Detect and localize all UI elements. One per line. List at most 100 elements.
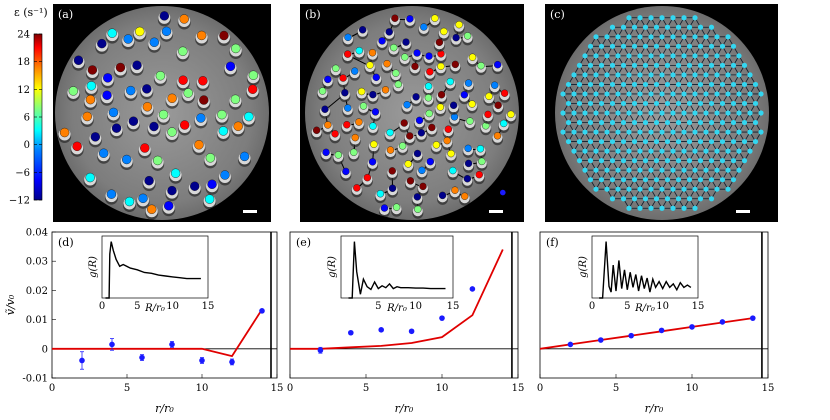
lattice-particle — [708, 100, 715, 107]
x-tick-label: 10 — [436, 383, 449, 394]
particle — [446, 77, 454, 86]
particle — [170, 168, 181, 178]
lattice-particle — [692, 110, 698, 116]
lattice-particle — [653, 100, 660, 107]
particle — [468, 100, 476, 108]
lattice-particle — [747, 129, 753, 135]
lattice-particle — [620, 100, 627, 107]
lattice-particle — [571, 91, 577, 97]
inset-x-label: R/r₀ — [634, 303, 655, 314]
lattice-particle — [587, 81, 594, 88]
particle — [86, 81, 97, 91]
data-point — [598, 337, 604, 343]
data-point — [658, 327, 665, 334]
lattice-particle — [593, 110, 599, 116]
particle — [194, 140, 204, 150]
particle — [464, 144, 472, 153]
lattice-particle — [714, 72, 720, 78]
particle — [355, 118, 363, 126]
inset-x-tick-label: 15 — [692, 301, 705, 312]
particle — [449, 101, 458, 110]
data-point — [719, 319, 726, 325]
lattice-particle — [703, 129, 709, 135]
inset-x-tick-label: 15 — [202, 301, 215, 312]
particle — [369, 122, 377, 130]
lattice-particle — [758, 91, 764, 97]
lattice-particle — [714, 110, 720, 116]
data-point — [750, 315, 756, 321]
lattice-particle — [648, 110, 654, 116]
lattice-particle — [681, 91, 687, 97]
particle — [72, 141, 82, 152]
lattice-particle — [560, 91, 566, 97]
lattice-particle — [741, 138, 748, 145]
particle — [142, 102, 153, 112]
lattice-particle — [648, 72, 654, 78]
data-point — [567, 341, 574, 348]
lattice-particle — [692, 205, 698, 211]
particle — [167, 93, 177, 104]
lattice-particle — [686, 138, 693, 145]
lattice-particle — [703, 72, 709, 78]
lattice-particle — [681, 34, 687, 40]
particle — [500, 119, 508, 128]
lattice-particle — [670, 129, 676, 135]
lattice-particle — [747, 72, 753, 78]
data-point — [317, 347, 324, 354]
lattice-particle — [631, 100, 638, 107]
particle — [339, 74, 347, 82]
lattice-particle — [708, 43, 715, 49]
lattice-particle — [593, 72, 599, 78]
lattice-particle — [648, 167, 654, 173]
lattice-particle — [730, 119, 737, 126]
particle — [444, 125, 453, 133]
model-line — [52, 308, 263, 358]
lattice-particle — [697, 177, 704, 183]
model-line — [539, 317, 753, 350]
lattice-particle — [697, 24, 704, 30]
lattice-particle — [736, 129, 742, 135]
particle — [343, 121, 351, 129]
lattice-particle — [609, 177, 616, 183]
lattice-particle — [708, 177, 715, 183]
lattice-particle — [593, 34, 599, 40]
particle — [164, 201, 174, 211]
lattice-particle — [576, 138, 583, 145]
plot-frame — [289, 231, 519, 379]
data-point — [139, 354, 145, 361]
lattice-particle — [560, 129, 566, 135]
lattice-particle — [642, 119, 649, 126]
lattice-particle — [664, 177, 671, 183]
lattice-particle — [686, 158, 693, 164]
lattice-particle — [626, 15, 632, 21]
lattice-particle — [609, 43, 616, 49]
particle — [406, 177, 415, 185]
lattice-particle — [675, 138, 682, 145]
inset-curve — [599, 241, 692, 299]
particle — [440, 27, 448, 36]
particle — [366, 61, 374, 69]
lattice-particle — [692, 34, 698, 40]
lattice-particle — [675, 100, 682, 107]
particle — [351, 67, 359, 75]
lattice-particle — [719, 62, 726, 68]
lattice-particle — [631, 119, 638, 126]
colorbar-ticks: 24 18 12 6 0 −6 −12 — [9, 30, 42, 207]
lattice-particle — [620, 81, 627, 88]
particle — [478, 157, 486, 166]
data-point — [469, 286, 476, 292]
particle — [493, 132, 502, 140]
lattice-particle — [648, 15, 654, 21]
y-axis-label: ṽ/v₀ — [4, 294, 17, 315]
lattice-particle — [620, 196, 627, 202]
particle — [414, 205, 422, 213]
particle — [425, 109, 433, 118]
lattice-particle — [725, 34, 731, 40]
particle — [369, 90, 377, 99]
lattice-particle — [725, 91, 731, 97]
lattice-particle — [741, 62, 748, 68]
lattice-particle — [642, 158, 649, 164]
lattice-particle — [620, 177, 627, 183]
lattice-particle — [609, 62, 616, 68]
particle — [392, 203, 401, 211]
